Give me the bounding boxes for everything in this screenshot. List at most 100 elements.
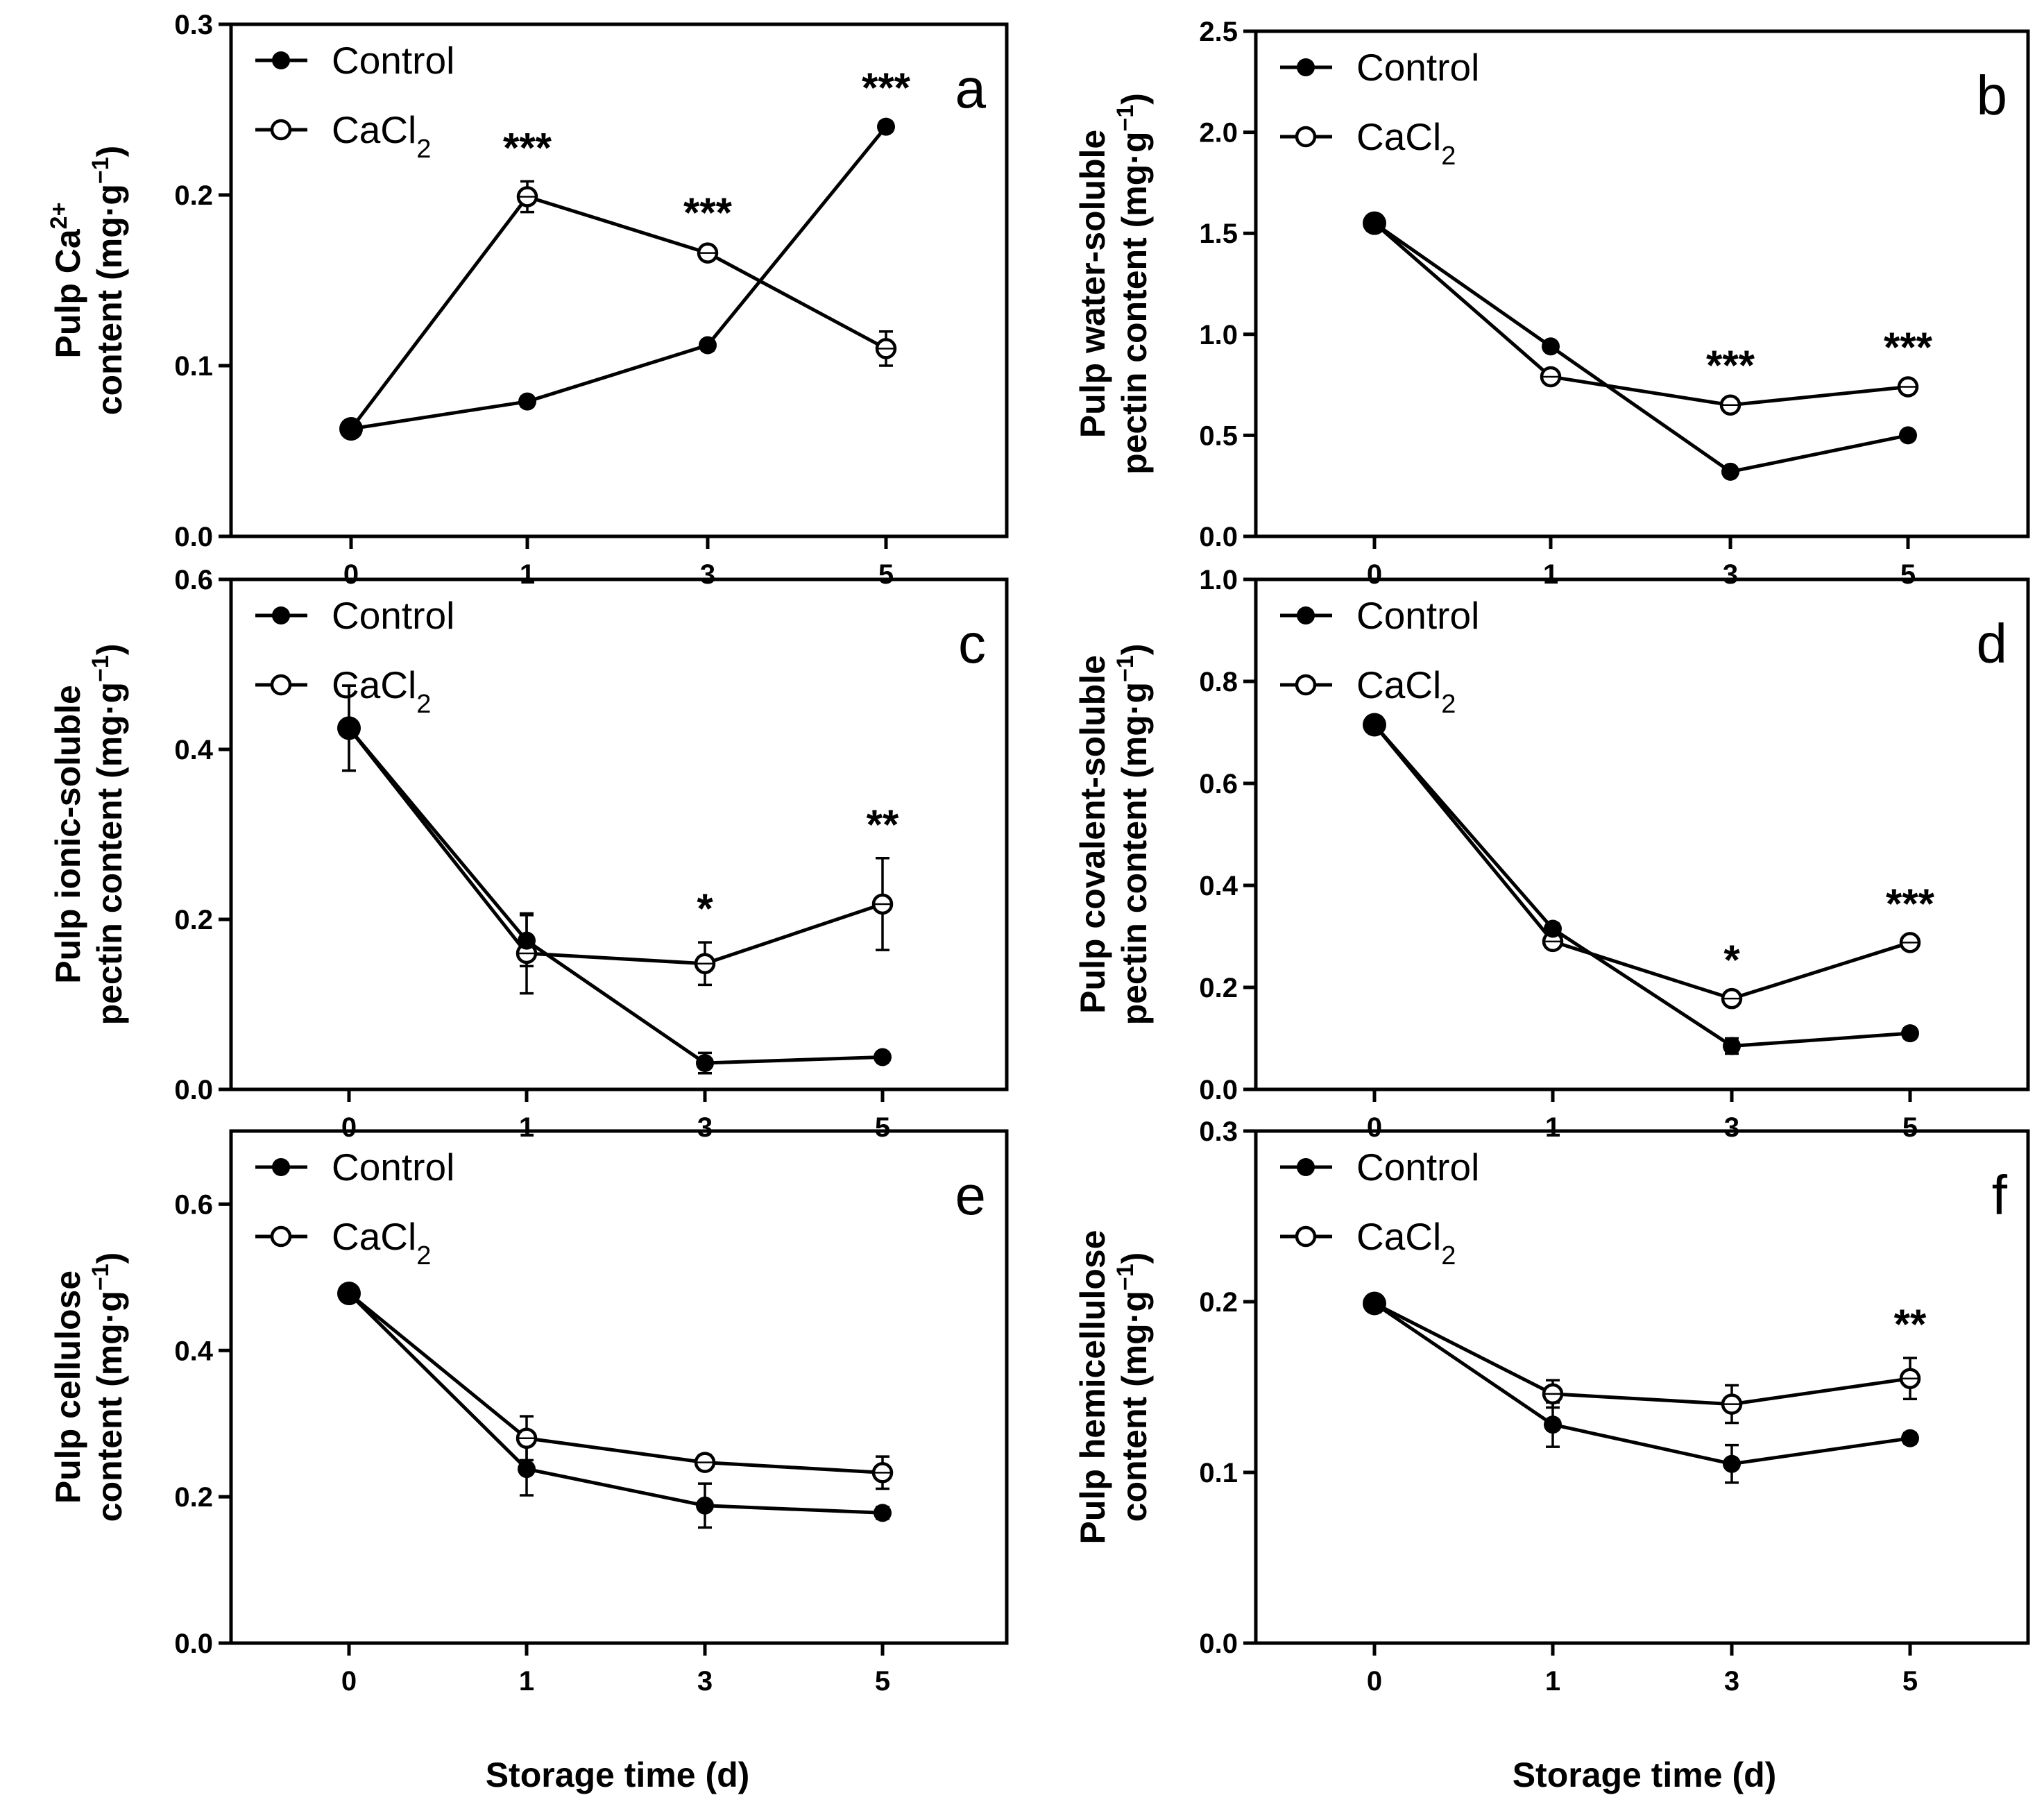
superscript: 2+ <box>46 203 72 230</box>
panel-letter: f <box>1992 1164 2008 1226</box>
panel-b: 0.0 0.5 1.0 1.5 2.0 2.5 0 1 3 5 Pulp water-soluble… <box>1073 17 2030 590</box>
y-tick-label: 1.0 <box>1199 320 1238 350</box>
x-axis-title-left: Storage time (d) <box>486 1756 750 1794</box>
significance-label: *** <box>1884 324 1933 371</box>
legend-label-cacl2-subscript: 2 <box>1441 690 1456 719</box>
y-tick-label: 0.3 <box>1199 1116 1238 1147</box>
point-control-day0 <box>337 1282 361 1306</box>
y-tick-label: 0.3 <box>174 10 213 40</box>
legend-label-cacl2-base: CaCl <box>332 1215 416 1258</box>
x-tick-label: 1 <box>1545 1112 1560 1143</box>
panel-letter: a <box>955 58 987 119</box>
legend-label-cacl2-base: CaCl <box>1356 663 1441 706</box>
legend-marker-cacl2 <box>270 119 292 141</box>
legend-marker-control <box>272 1158 290 1176</box>
y-tick-label: 2.5 <box>1199 17 1238 47</box>
legend-marker-cacl2 <box>1295 674 1317 696</box>
y-tick-label: 0.6 <box>174 1189 213 1220</box>
title-segment: ) <box>1115 1252 1154 1264</box>
point-control <box>1544 919 1562 938</box>
legend-label-cacl2-base: CaCl <box>1356 115 1441 158</box>
y-tick-label: 0.0 <box>174 1075 213 1105</box>
y-tick-label: 0.1 <box>174 351 213 382</box>
y-axis-title-line: content (mg·g−1) <box>1112 1252 1154 1522</box>
legend-label-cacl2-subscript: 2 <box>416 690 431 719</box>
legend-label-cacl2-subscript: 2 <box>1441 142 1456 171</box>
x-tick-label: 3 <box>697 1666 713 1697</box>
x-tick-label: 1 <box>1545 1666 1560 1697</box>
panel-letter: b <box>1977 65 2008 126</box>
title-segment: Pulp Ca <box>49 228 87 358</box>
legend-label-cacl2-subscript: 2 <box>416 1241 431 1270</box>
title-segment: Pulp water-soluble <box>1073 130 1112 439</box>
point-control <box>1723 1454 1741 1473</box>
series-line-control <box>1373 723 1911 1048</box>
y-tick-label: 1.5 <box>1199 219 1238 249</box>
title-segment: ) <box>90 1252 129 1264</box>
y-tick-label: 0.0 <box>1199 522 1238 552</box>
point-control <box>874 1048 892 1066</box>
legend-label-cacl2: CaCl2 <box>332 1215 431 1270</box>
title-segment: pectin content (mg·g <box>90 682 129 1025</box>
x-tick-label: 0 <box>1367 1666 1382 1697</box>
significance-label: ** <box>1894 1301 1927 1348</box>
significance-label: ** <box>867 801 899 848</box>
y-axis-title-line: pectin content (mg·g−1) <box>1112 93 1154 475</box>
plot-frame <box>1254 577 2030 1091</box>
legend-label-control: Control <box>1356 1146 1479 1189</box>
superscript: −1 <box>1112 1264 1139 1291</box>
x-tick-label: 0 <box>1367 1112 1382 1143</box>
title-segment: Pulp hemicellulose <box>1073 1230 1112 1545</box>
legend-label-control: Control <box>1356 594 1479 637</box>
title-segment: Pulp cellulose <box>49 1270 87 1504</box>
point-control <box>699 336 717 355</box>
series-line-cacl2 <box>348 726 883 966</box>
point-control <box>518 1460 536 1479</box>
y-axis-title-line: pectin content (mg·g−1) <box>1112 644 1154 1026</box>
legend-marker-cacl2 <box>270 674 292 696</box>
plot-frame <box>229 22 1009 538</box>
point-control <box>1899 426 1917 445</box>
y-tick-label: 0.2 <box>174 1482 213 1513</box>
legend-marker-control <box>1297 1158 1315 1176</box>
y-tick-label: 0.4 <box>174 735 213 765</box>
y-tick-label: 0.4 <box>1199 871 1238 901</box>
y-tick-label: 0.0 <box>1199 1075 1238 1105</box>
x-axis-title-right: Storage time (d) <box>1513 1756 1777 1794</box>
x-tick-label: 3 <box>697 1112 713 1143</box>
x-tick-label: 3 <box>1724 1112 1739 1143</box>
significance-label: * <box>697 885 713 932</box>
panel-letter: e <box>955 1164 987 1226</box>
point-control <box>696 1496 714 1515</box>
y-tick-label: 0.2 <box>174 180 213 211</box>
point-control <box>1723 1037 1741 1055</box>
y-axis-title-line: pectin content (mg·g−1) <box>87 644 129 1026</box>
panel-f: 0.0 0.1 0.2 0.3 0 1 3 5 Pulp hemicellulose conten… <box>1073 1116 2030 1697</box>
series-line-cacl2 <box>1373 1302 1911 1406</box>
y-axis-title-line: Pulp Ca2+ <box>46 203 87 359</box>
title-segment: ) <box>1115 93 1154 105</box>
y-axis-title-line: Pulp ionic-soluble <box>49 685 87 984</box>
plot-frame <box>229 1129 1009 1645</box>
title-segment: pectin content (mg·g <box>1115 132 1154 475</box>
x-tick-label: 5 <box>1900 559 1916 590</box>
y-tick-label: 0.5 <box>1199 420 1238 451</box>
legend-marker-cacl2 <box>1295 126 1317 148</box>
legend-marker-control <box>1297 58 1315 76</box>
x-tick-label: 0 <box>341 1112 357 1143</box>
point-control <box>1901 1024 1919 1043</box>
y-tick-label: 0.6 <box>174 565 213 595</box>
legend-label-cacl2-subscript: 2 <box>416 135 431 164</box>
point-control-day0 <box>1363 1291 1386 1316</box>
point-control <box>877 117 895 136</box>
y-tick-label: 0.1 <box>1199 1458 1238 1488</box>
legend-marker-control <box>1297 606 1315 624</box>
point-control <box>1901 1429 1919 1447</box>
title-segment: content (mg·g <box>90 184 129 415</box>
x-tick-label: 0 <box>341 1666 357 1697</box>
x-tick-label: 3 <box>1723 559 1738 590</box>
point-control-day0 <box>1363 211 1386 235</box>
point-control <box>874 1504 892 1522</box>
series-line-control <box>1373 1302 1911 1466</box>
